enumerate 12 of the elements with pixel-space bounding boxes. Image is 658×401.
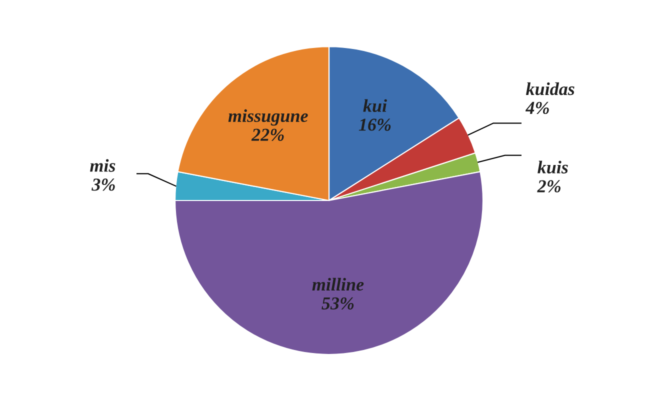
slice-label: kuis [538, 160, 568, 174]
data-label: 53% [322, 297, 354, 310]
data-label: 2% [537, 180, 560, 192]
slice-label: kui [363, 99, 387, 112]
slice-label: milline [312, 278, 364, 291]
data-label: 22% [251, 128, 284, 141]
slice-label: mis [90, 159, 116, 172]
slice-label: missugune [228, 109, 308, 126]
slice-label: kuidas [526, 82, 574, 96]
data-label: 4% [525, 102, 549, 114]
data-label: 16% [358, 118, 391, 131]
data-label: 3% [92, 178, 115, 191]
